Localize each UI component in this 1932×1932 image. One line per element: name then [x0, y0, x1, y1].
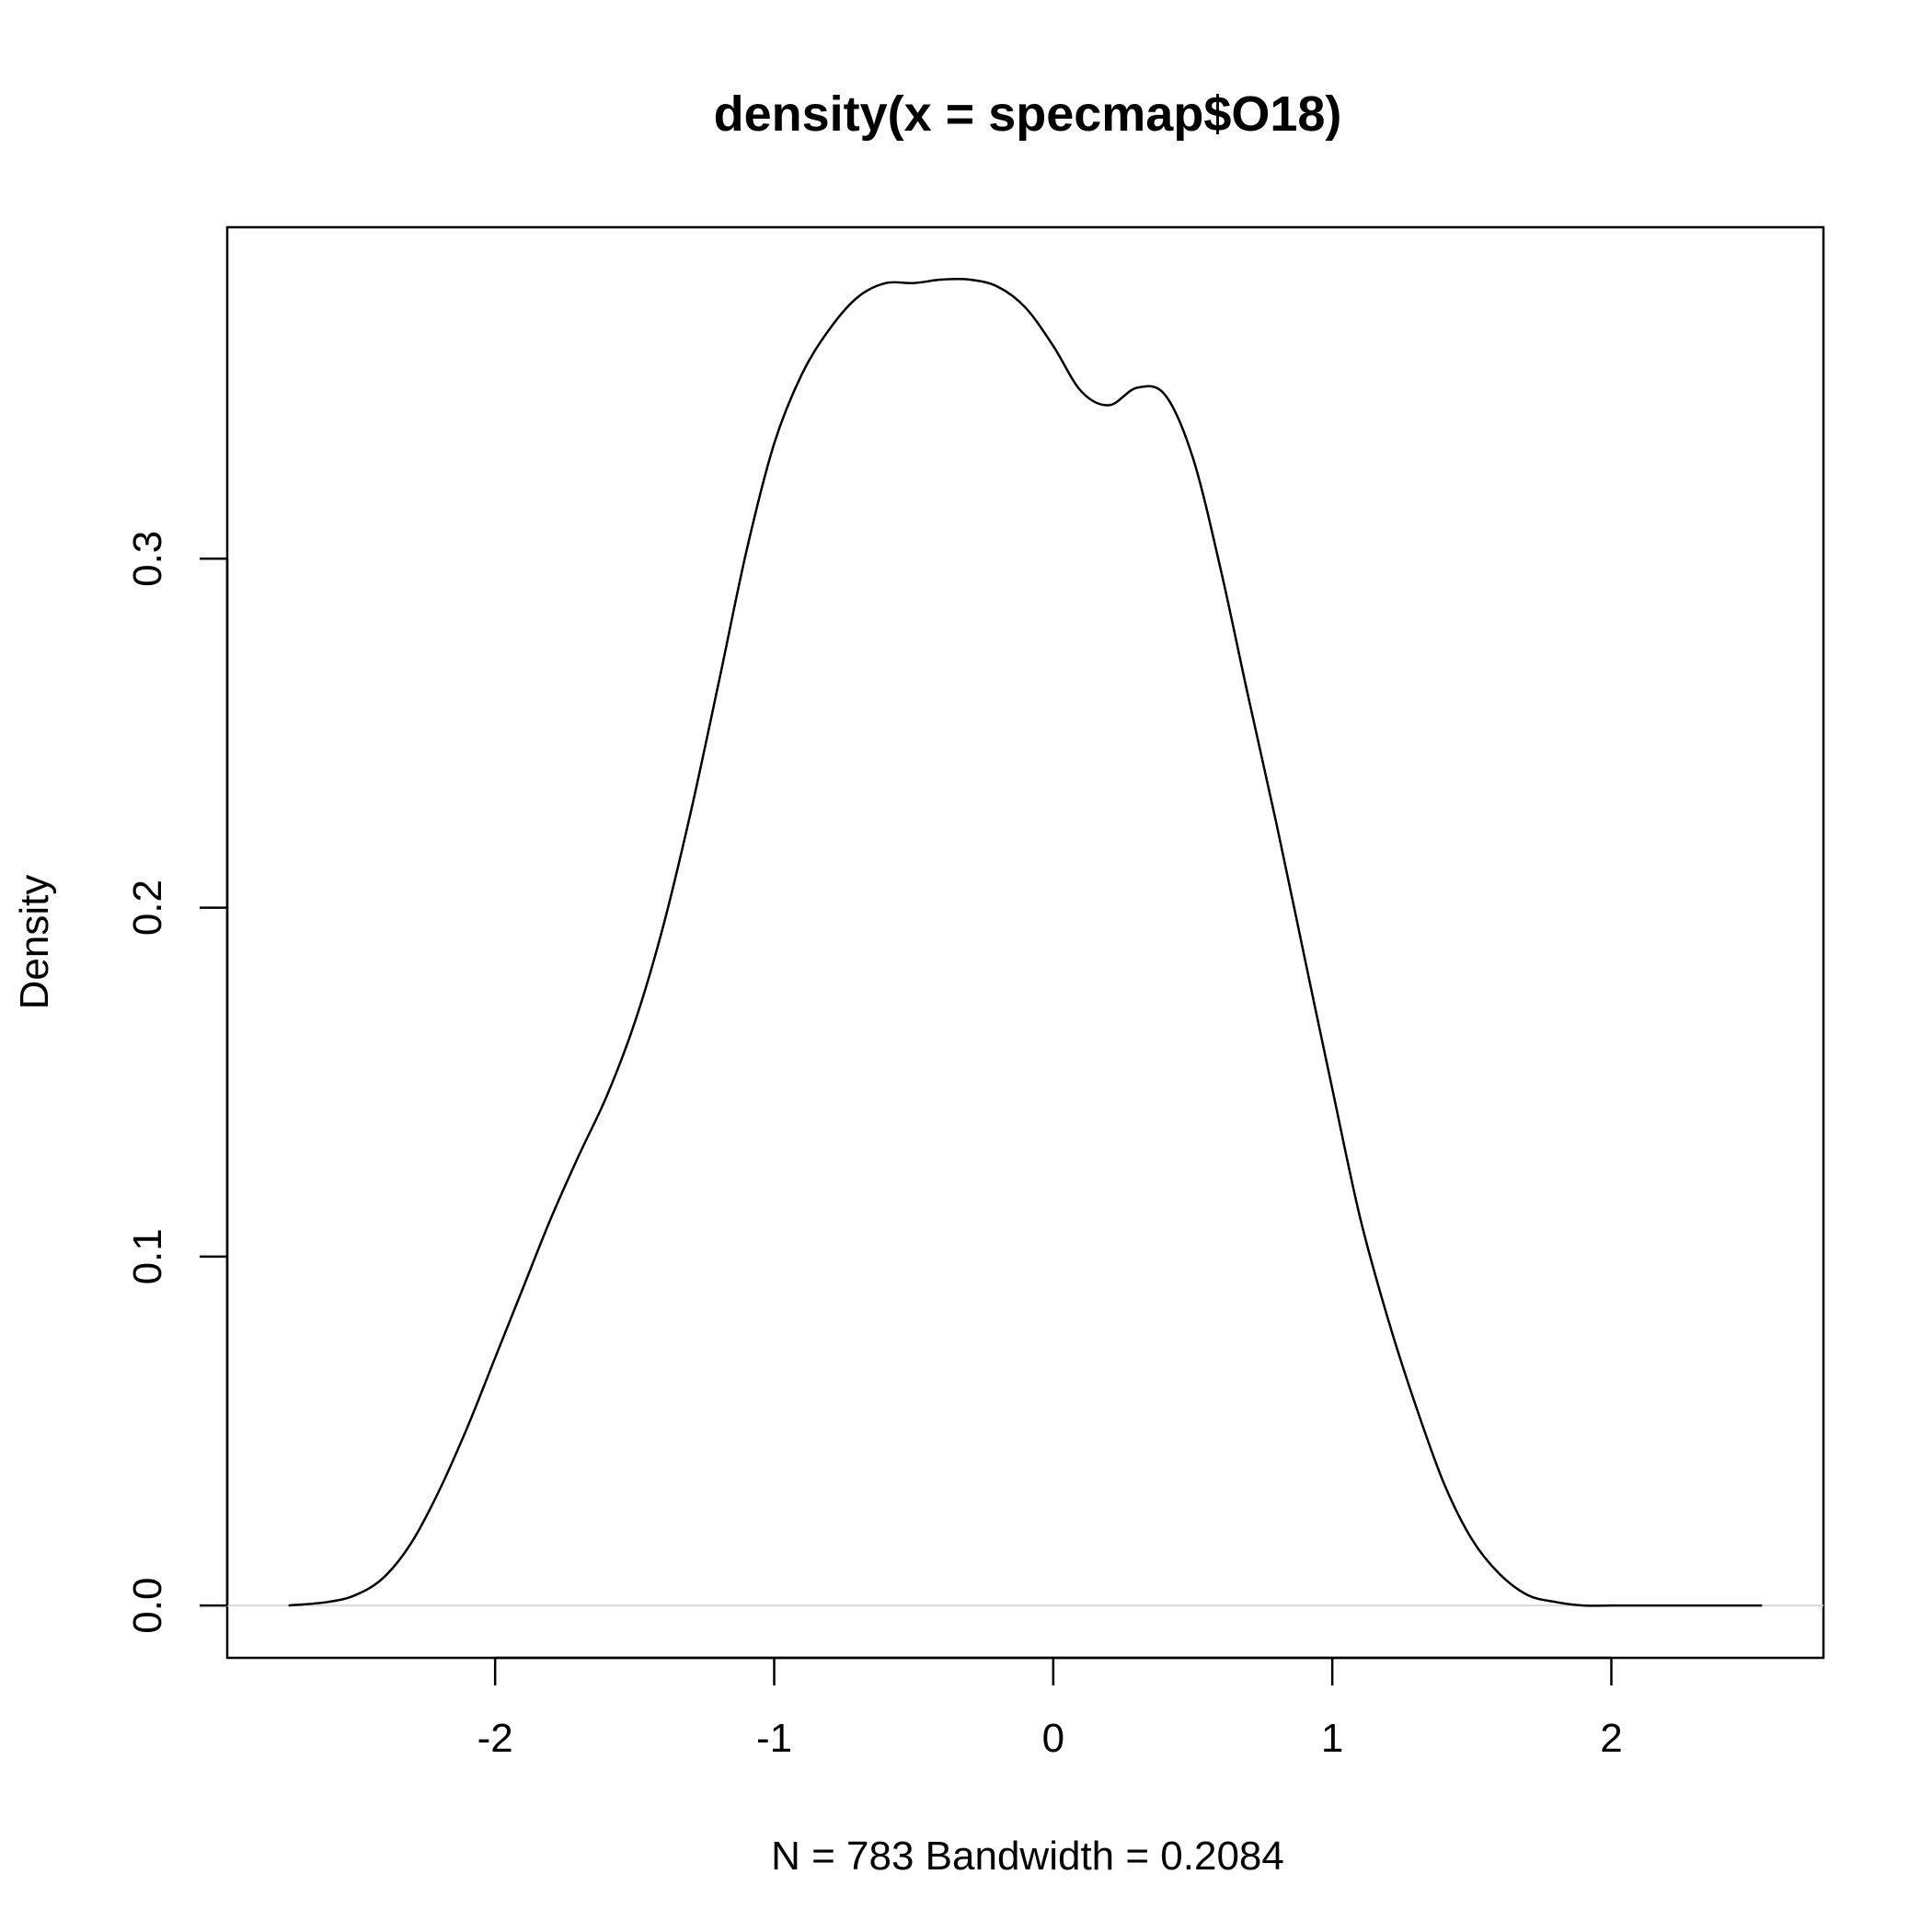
x-axis-label: N = 783 Bandwidth = 0.2084 [771, 1834, 1284, 1879]
x-tick-label: -1 [756, 1716, 792, 1761]
plot-frame [225, 225, 1825, 1660]
y-axis: 0.0 0.1 0.2 0.3 [125, 531, 229, 1634]
density-curve [288, 277, 1763, 1607]
x-tick-label: 0 [1042, 1716, 1064, 1761]
x-tick-label: 1 [1321, 1716, 1343, 1761]
y-tick-label: 0.3 [125, 531, 170, 587]
y-tick-label: 0.0 [125, 1578, 170, 1634]
x-tick-label: -2 [477, 1716, 513, 1761]
chart-title: density(x = specmap$O18) [714, 86, 1342, 142]
y-tick-label: 0.2 [125, 880, 170, 936]
y-tick-label: 0.1 [125, 1228, 170, 1284]
x-tick-label: 2 [1600, 1716, 1622, 1761]
x-axis: -2 -1 0 1 2 [477, 1656, 1623, 1761]
y-axis-label: Density [12, 875, 57, 1010]
